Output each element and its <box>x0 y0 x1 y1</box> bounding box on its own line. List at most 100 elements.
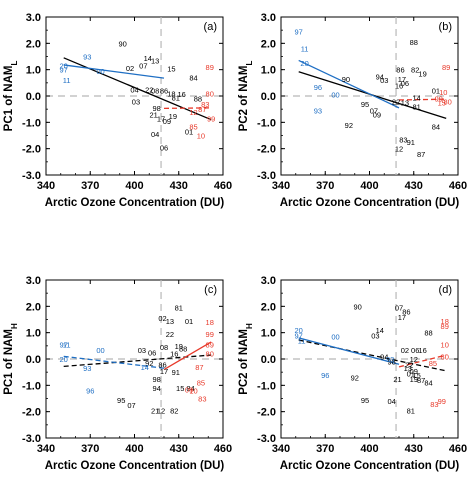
data-point-label: 88 <box>410 38 418 47</box>
y-axis-label-subscript: L <box>245 61 254 66</box>
data-point-label: 83 <box>201 100 209 109</box>
y-tick-label: -1.0 <box>22 117 41 129</box>
x-tick-label: 400 <box>125 443 143 455</box>
panel-label: (b) <box>439 21 452 33</box>
data-point-label: 01 <box>185 317 193 326</box>
data-point-label: 10 <box>441 341 449 350</box>
trend-line-2 <box>63 64 165 79</box>
data-point-label: 93 <box>314 106 322 115</box>
x-tick-label: 370 <box>316 180 334 192</box>
data-point-label: 18 <box>441 317 449 326</box>
data-point-label: 13 <box>401 99 409 108</box>
y-tick-label: -2.0 <box>22 144 41 156</box>
trend-line-2 <box>298 337 400 365</box>
data-point-label: 06 <box>411 346 419 355</box>
data-point-label: 09 <box>373 110 381 119</box>
x-tick-label: 460 <box>214 443 232 455</box>
data-point-label: 01 <box>432 87 440 96</box>
data-point-label: 16 <box>395 81 403 90</box>
data-point-label: 15 <box>167 64 175 73</box>
y-axis-label: PC1 of NAMH <box>3 323 19 395</box>
data-point-label: 90 <box>119 39 127 48</box>
data-point-label: 85 <box>197 379 205 388</box>
chart-panel-1: -3.0 -2.0 -1.0 0.0 1.0 2.0 3.0 340 370 400 430 460 A… <box>3 12 232 209</box>
data-point-label: 19 <box>175 342 183 351</box>
data-point-label: 16 <box>170 350 178 359</box>
data-point-label: 20 <box>60 62 68 71</box>
y-axis-label: PC2 of NAMH <box>238 323 254 395</box>
x-tick-label: 430 <box>170 180 188 192</box>
y-tick-label: 3.0 <box>26 275 41 287</box>
data-point-label: 81 <box>175 304 183 313</box>
data-point-label: 07 <box>370 106 378 115</box>
y-tick-label: 0.0 <box>261 354 276 366</box>
data-point-label: 10 <box>197 132 205 141</box>
data-point-label: 84 <box>432 122 440 131</box>
data-point-label: 20 <box>60 355 68 364</box>
data-point-label: 93 <box>386 355 394 364</box>
data-point-label: 90 <box>354 302 362 311</box>
x-tick-label: 460 <box>449 180 467 192</box>
data-point-label: 11 <box>63 76 71 85</box>
data-point-label: 11 <box>63 341 71 350</box>
data-point-label: 21 <box>151 406 159 415</box>
data-point-label: 80 <box>444 97 452 106</box>
x-tick-label: 340 <box>272 443 290 455</box>
data-point-label: 93 <box>83 364 91 373</box>
data-point-label: 06 <box>148 348 156 357</box>
data-point-label: 08 <box>160 343 168 352</box>
data-point-label: 17 <box>398 75 406 84</box>
data-point-label: 12 <box>410 355 418 364</box>
data-point-label: 98 <box>387 358 395 367</box>
data-point-label: 97 <box>295 27 303 36</box>
data-point-label: 11 <box>298 337 306 346</box>
data-point-label: 95 <box>361 100 369 109</box>
data-point-label: 92 <box>351 373 359 382</box>
data-point-label: 02 <box>126 64 134 73</box>
y-tick-label: 3.0 <box>261 12 276 24</box>
x-tick-label: 460 <box>449 443 467 455</box>
panel-label: (d) <box>439 284 452 296</box>
data-point-label: 12 <box>395 145 403 154</box>
y-tick-label: 0.0 <box>26 354 41 366</box>
data-point-label: 20 <box>300 59 308 68</box>
y-axis-label-main: PC1 of NAM <box>3 329 15 395</box>
data-point-label: 01 <box>185 128 193 137</box>
y-tick-label: 1.0 <box>26 328 41 340</box>
data-point-label: 92 <box>345 121 353 130</box>
data-point-label: 17 <box>398 313 406 322</box>
y-tick-label: -2.0 <box>257 407 276 419</box>
x-tick-label: 430 <box>405 443 423 455</box>
data-point-label: 09 <box>163 117 171 126</box>
data-point-label: 82 <box>411 66 419 75</box>
data-point-label: 12 <box>189 108 197 117</box>
data-point-label: 96 <box>314 83 322 92</box>
y-tick-label: 2.0 <box>26 38 41 50</box>
data-point-label: 02 <box>158 314 166 323</box>
y-tick-label: 2.0 <box>261 301 276 313</box>
y-tick-label: -3.0 <box>22 433 41 445</box>
data-point-label: 85 <box>189 122 197 131</box>
chart-panel-3: -3.0 -2.0 -1.0 0.0 1.0 2.0 3.0 340 370 400 430 460 A… <box>3 275 232 472</box>
data-point-label: 00 <box>96 346 104 355</box>
y-tick-label: -2.0 <box>22 407 41 419</box>
data-point-label: 14 <box>141 363 149 372</box>
data-point-label: 96 <box>321 371 329 380</box>
data-point-label: 13 <box>404 364 412 373</box>
data-point-label: 97 <box>60 66 68 75</box>
data-point-label: 14 <box>376 326 384 335</box>
data-point-label: 21 <box>150 110 158 119</box>
data-point-label: 80 <box>441 352 449 361</box>
data-point-label: 86 <box>160 87 168 96</box>
trend-line-3 <box>163 341 212 371</box>
x-tick-label: 370 <box>316 443 334 455</box>
data-point-label: 22 <box>166 330 174 339</box>
trend-line-2 <box>63 355 165 369</box>
data-point-label: 04 <box>130 85 138 94</box>
x-tick-label: 400 <box>125 180 143 192</box>
trend-line-1 <box>298 339 447 372</box>
data-point-label: 07 <box>127 401 135 410</box>
data-point-label: 93 <box>83 53 91 62</box>
x-tick-label: 460 <box>214 180 232 192</box>
